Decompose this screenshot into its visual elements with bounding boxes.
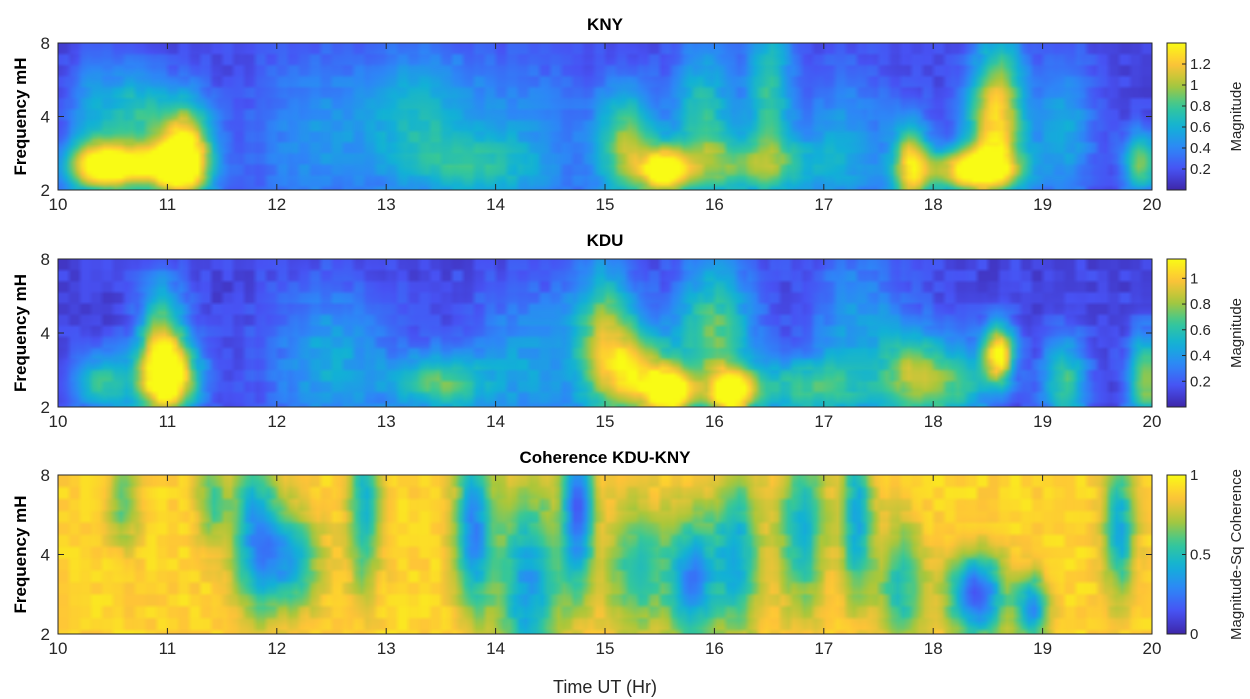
y-tick-label: 8 — [41, 250, 50, 269]
x-tick-label: 19 — [1033, 412, 1052, 431]
y-tick-label: 4 — [41, 324, 50, 343]
y-tick-label: 8 — [41, 466, 50, 485]
x-tick-label: 12 — [267, 412, 286, 431]
x-tick-label: 17 — [814, 639, 833, 658]
colorbar-tick-label: 0.8 — [1190, 296, 1211, 313]
colorbar-tick-label: 0.2 — [1190, 373, 1211, 390]
x-tick-label: 17 — [814, 412, 833, 431]
x-axis-label: Time UT (Hr) — [553, 677, 657, 697]
colorbar-tick-label: 1 — [1190, 270, 1198, 287]
x-tick-label: 20 — [1143, 639, 1162, 658]
x-tick-label: 16 — [705, 412, 724, 431]
x-tick-label: 18 — [924, 412, 943, 431]
x-tick-label: 10 — [49, 412, 68, 431]
x-tick-label: 20 — [1143, 412, 1162, 431]
y-axis-label: Frequency mH — [11, 495, 30, 613]
colorbar-label: Magnitude — [1228, 81, 1245, 151]
colorbar-tick-label: 0 — [1190, 626, 1198, 643]
x-tick-label: 14 — [486, 639, 505, 658]
colorbar-tick-label: 0.6 — [1190, 119, 1211, 136]
y-axis-label: Frequency mH — [11, 57, 30, 175]
x-tick-label: 15 — [596, 195, 615, 214]
x-tick-label: 16 — [705, 195, 724, 214]
y-axis-label: Frequency mH — [11, 274, 30, 392]
heatmap-image — [58, 43, 1152, 190]
x-tick-label: 14 — [486, 195, 505, 214]
colorbar-label: Magnitude — [1228, 298, 1245, 368]
x-tick-label: 13 — [377, 195, 396, 214]
x-tick-label: 10 — [49, 195, 68, 214]
x-tick-label: 18 — [924, 639, 943, 658]
x-tick-label: 11 — [159, 639, 177, 658]
colorbar-tick-label: 0.6 — [1190, 322, 1211, 339]
y-tick-label: 2 — [41, 625, 50, 644]
colorbar-tick-label: 1 — [1190, 467, 1198, 484]
colorbar-tick-label: 0.2 — [1190, 161, 1211, 178]
x-tick-label: 19 — [1033, 639, 1052, 658]
x-tick-label: 16 — [705, 639, 724, 658]
x-tick-label: 13 — [377, 639, 396, 658]
y-tick-label: 8 — [41, 34, 50, 53]
x-tick-label: 17 — [814, 195, 833, 214]
colorbar — [1166, 258, 1187, 408]
x-tick-label: 11 — [159, 412, 177, 431]
panel-title: Coherence KDU-KNY — [520, 448, 692, 467]
panel-2: KDU 10 11 12 13 14 15 16 17 18 19 20 2 4 8 Frequency mH… — [11, 231, 1245, 431]
x-tick-label: 11 — [159, 195, 177, 214]
colorbar-tick-label: 0.5 — [1190, 547, 1211, 564]
x-tick-label: 10 — [49, 639, 68, 658]
colorbar-tick-label: 0.4 — [1190, 140, 1211, 157]
colorbar — [1166, 42, 1187, 191]
y-tick-label: 2 — [41, 398, 50, 417]
colorbar-tick-label: 0.4 — [1190, 348, 1211, 365]
colorbar-tick-label: 1.2 — [1190, 56, 1211, 73]
x-tick-label: 12 — [267, 195, 286, 214]
x-tick-label: 18 — [924, 195, 943, 214]
colorbar-label: Magnitude-Sq Coherence — [1228, 469, 1245, 640]
x-tick-label: 20 — [1143, 195, 1162, 214]
x-tick-label: 13 — [377, 412, 396, 431]
y-tick-label: 4 — [41, 546, 50, 565]
colorbar-tick-label: 1 — [1190, 77, 1198, 94]
heatmap-image — [58, 259, 1152, 407]
x-tick-label: 19 — [1033, 195, 1052, 214]
x-tick-label: 15 — [596, 639, 615, 658]
x-tick-label: 14 — [486, 412, 505, 431]
x-tick-label: 12 — [267, 639, 286, 658]
y-tick-label: 2 — [41, 181, 50, 200]
panel-1: KNY 10 11 12 13 14 15 16 17 18 19 20 2 4 8 Frequency mH… — [11, 15, 1245, 214]
x-tick-label: 15 — [596, 412, 615, 431]
y-tick-label: 4 — [41, 108, 50, 127]
panel-title: KNY — [587, 15, 624, 34]
colorbar-tick-label: 0.8 — [1190, 98, 1211, 115]
heatmap-image — [58, 475, 1152, 634]
panel-title: KDU — [587, 231, 624, 250]
